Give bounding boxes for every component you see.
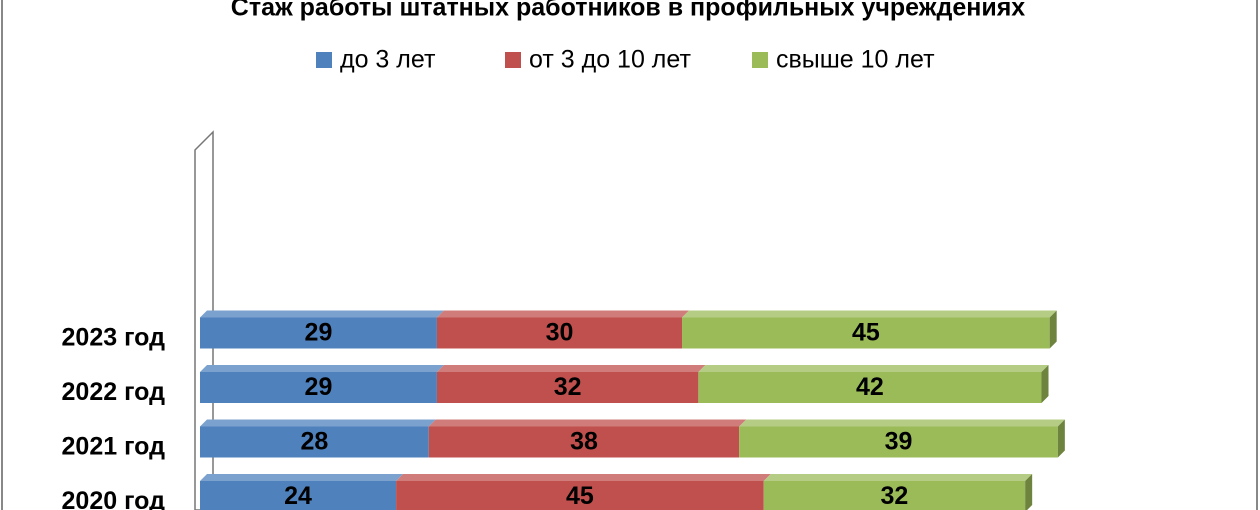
bar-top [682, 310, 1057, 318]
chart-title: Стаж работы штатных работников в профиль… [231, 0, 1026, 22]
bar-top [200, 419, 436, 427]
value-label: 32 [554, 373, 582, 401]
category-label: 2022 год [62, 378, 166, 406]
bar-top [698, 365, 1049, 372]
bar [436, 372, 699, 403]
bar [682, 317, 1050, 349]
value-label: 45 [852, 319, 880, 347]
category-label: 2023 год [62, 324, 166, 352]
bar [396, 481, 764, 510]
bar [436, 317, 683, 349]
bar [739, 426, 1058, 458]
value-label: 30 [546, 319, 574, 347]
legend-label: до 3 лет [340, 46, 436, 74]
bar-side [1049, 310, 1057, 349]
bar [200, 426, 429, 458]
bar-side [1057, 419, 1065, 458]
bar [200, 481, 397, 510]
bar-top [436, 310, 690, 318]
bar [200, 372, 437, 403]
value-label: 28 [300, 428, 328, 456]
bar-top [763, 474, 1033, 481]
value-label: 39 [885, 428, 913, 456]
bar-top [428, 419, 747, 427]
category-label: 2021 год [62, 433, 166, 461]
value-label: 32 [881, 482, 909, 510]
legend-swatch [505, 52, 521, 68]
bar [200, 317, 437, 349]
legend-label: от 3 до 10 лет [529, 46, 691, 74]
value-label: 42 [856, 373, 884, 401]
value-label: 29 [305, 373, 333, 401]
bar-side [1041, 365, 1049, 403]
bar-top [200, 310, 444, 318]
bar-top [739, 419, 1065, 427]
bar-top [396, 474, 771, 481]
legend-label: свыше 10 лет [776, 46, 935, 74]
bar-top [200, 474, 404, 481]
value-label: 29 [305, 319, 333, 347]
value-label: 45 [566, 482, 594, 510]
bar [763, 481, 1026, 510]
bar [698, 372, 1042, 403]
bar-top [436, 365, 706, 372]
bar-side [1025, 474, 1033, 510]
legend-swatch [316, 52, 332, 68]
value-label: 38 [570, 428, 598, 456]
bar-top [200, 365, 444, 372]
bar [428, 426, 740, 458]
legend-swatch [752, 52, 768, 68]
category-label: 2020 год [62, 487, 166, 510]
value-label: 24 [284, 482, 312, 510]
